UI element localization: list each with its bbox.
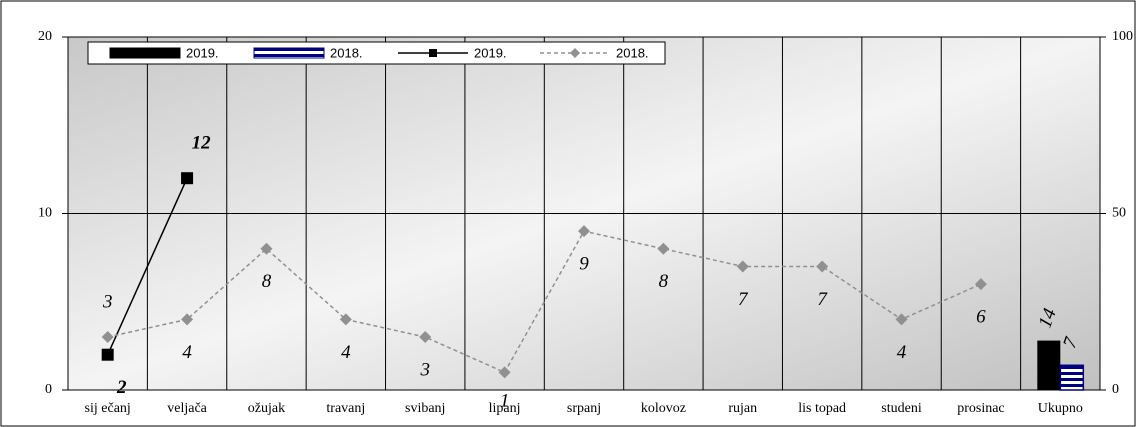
x-tick-label: lipanj xyxy=(489,401,521,416)
x-tick-label: sij ečanj xyxy=(85,401,131,416)
x-tick-label: studeni xyxy=(881,401,922,416)
legend-label: 2018. xyxy=(616,45,649,60)
x-tick-label: kolovoz xyxy=(641,401,686,416)
value-label: 6 xyxy=(976,306,986,327)
point xyxy=(101,331,114,344)
legend-label: 2018. xyxy=(330,45,363,60)
y-tick-label: 10 xyxy=(38,206,52,221)
line xyxy=(107,177,188,356)
value-label: 7 xyxy=(817,289,828,310)
value-label: 3 xyxy=(419,359,430,380)
point xyxy=(816,260,829,273)
y2-tick-label: 100 xyxy=(1112,29,1133,44)
y-tick-label: 0 xyxy=(45,382,52,397)
value-label: 8 xyxy=(659,271,669,292)
value-label: 12 xyxy=(192,133,212,154)
x-tick-label: prosinac xyxy=(957,401,1004,416)
value-label: 4 xyxy=(897,342,907,363)
value-label: 4 xyxy=(341,342,351,363)
point xyxy=(419,331,432,344)
x-tick-label: srpanj xyxy=(567,401,601,416)
point xyxy=(895,313,908,326)
point xyxy=(657,242,670,255)
bar xyxy=(1059,364,1085,391)
value-label: 4 xyxy=(182,342,192,363)
value-label: 3 xyxy=(102,291,113,312)
legend-marker xyxy=(570,48,580,58)
bar xyxy=(1037,340,1061,390)
value-label: 1 xyxy=(500,391,510,412)
point xyxy=(498,366,511,379)
value-label: 9 xyxy=(579,254,589,275)
point xyxy=(578,225,590,238)
x-tick-label: ožujak xyxy=(248,401,285,416)
legend-label: 2019. xyxy=(186,45,219,60)
point xyxy=(974,278,987,291)
y2-tick-label: 0 xyxy=(1112,382,1119,397)
legend-marker xyxy=(429,49,437,57)
line xyxy=(107,230,982,374)
point xyxy=(181,172,194,185)
value-label: 8 xyxy=(262,271,272,292)
legend-swatch xyxy=(253,47,325,59)
point xyxy=(181,313,194,326)
legend-label: 2019. xyxy=(474,45,507,60)
x-tick-label: travanj xyxy=(326,401,365,416)
point xyxy=(339,313,352,326)
point xyxy=(260,242,273,255)
x-tick-label: veljača xyxy=(167,401,207,416)
value-label: 2 xyxy=(116,377,127,398)
legend xyxy=(87,41,666,65)
y2-tick-label: 50 xyxy=(1112,206,1126,221)
point xyxy=(736,260,749,273)
x-tick-label: rujan xyxy=(728,401,757,416)
legend-swatch xyxy=(109,47,181,59)
point xyxy=(101,348,114,361)
value-label: 7 xyxy=(738,289,749,310)
x-tick-label: svibanj xyxy=(405,401,445,416)
x-tick-label: Ukupno xyxy=(1038,401,1083,416)
x-tick-label: lis topad xyxy=(798,401,846,416)
y-tick-label: 20 xyxy=(38,29,52,44)
